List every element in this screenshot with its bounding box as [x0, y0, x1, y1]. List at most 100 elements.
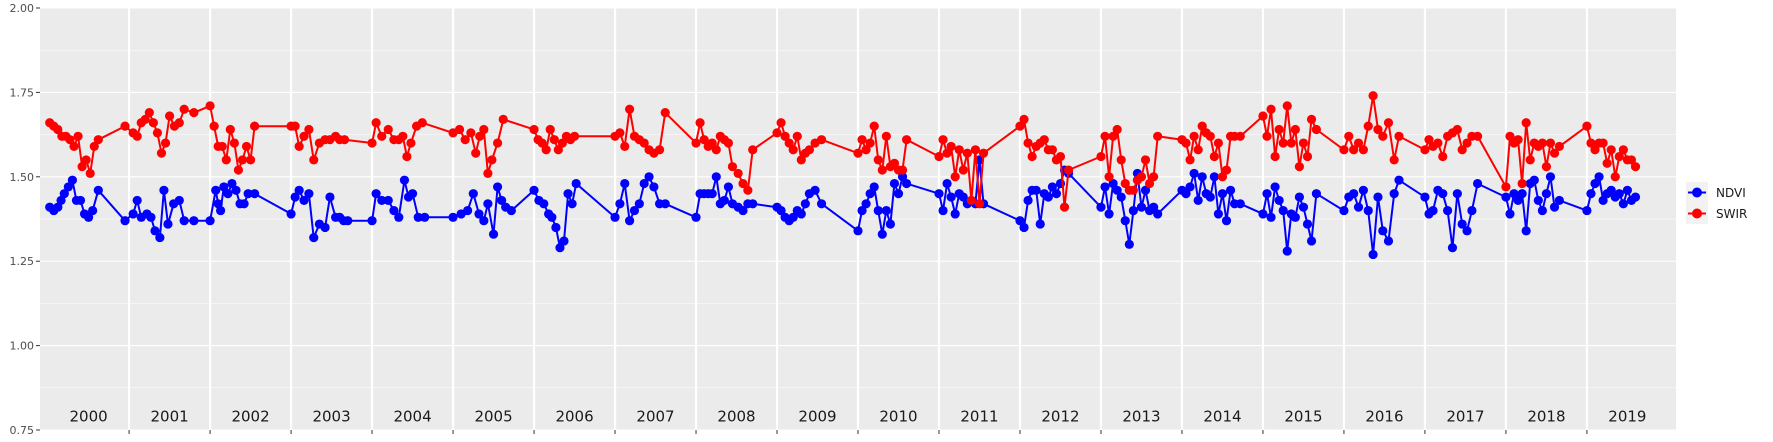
swir-point: [53, 124, 63, 135]
ndvi-point: [559, 236, 569, 246]
ndvi-point: [488, 229, 499, 239]
year-label: 2010: [879, 408, 917, 426]
swir-point: [727, 162, 738, 172]
swir-point: [339, 135, 350, 145]
swir-point: [309, 155, 319, 165]
swir-point: [695, 118, 705, 128]
y-tick-label: 2.00: [10, 2, 35, 15]
ndvi-point: [1019, 222, 1029, 233]
swir-point: [1630, 162, 1641, 172]
swir-point: [1205, 131, 1215, 141]
swir-point: [1027, 151, 1037, 162]
ndvi-point: [707, 189, 717, 199]
swir-point: [371, 118, 381, 128]
swir-point: [1059, 202, 1070, 212]
ndvi-point: [620, 178, 630, 189]
swir-series: [45, 91, 1641, 212]
swir-point: [69, 141, 79, 152]
swir-point: [1501, 182, 1511, 192]
ndvi-point: [67, 175, 77, 185]
swir-point: [1610, 172, 1620, 182]
swir-point: [869, 121, 879, 131]
ndvi-point: [155, 232, 165, 243]
ndvi-point: [738, 205, 748, 216]
swir-point: [475, 131, 485, 141]
year-label: 2019: [1608, 408, 1646, 426]
ndvi-point: [1521, 226, 1531, 236]
swir-point: [796, 155, 806, 165]
ndvi-point: [719, 195, 729, 206]
swir-point: [873, 155, 883, 165]
ndvi-point: [1368, 249, 1378, 260]
ndvi-point: [897, 172, 908, 182]
ndvi-point: [1358, 185, 1368, 195]
ndvi-point: [223, 189, 233, 199]
ndvi-point: [1606, 185, 1616, 195]
swir-point: [958, 165, 968, 175]
swir-point: [877, 165, 887, 175]
swir-point: [89, 141, 99, 152]
ndvi-point: [958, 192, 968, 202]
ndvi-point: [1513, 195, 1523, 206]
ndvi-point: [1235, 199, 1245, 209]
swir-point: [654, 145, 665, 155]
ndvi-point: [506, 205, 516, 216]
ndvi-point: [1213, 209, 1224, 219]
swir-point: [93, 135, 103, 145]
swir-point: [1541, 162, 1552, 172]
ndvi-point: [1302, 219, 1313, 229]
ndvi-point: [555, 243, 565, 253]
ndvi-point: [413, 212, 423, 222]
swir-point: [460, 135, 470, 145]
ndvi-point: [1282, 246, 1292, 256]
swir-point: [738, 178, 748, 189]
ndvi-point: [343, 216, 353, 226]
legend-item-swir: SWIR: [1686, 203, 1747, 224]
swir-point: [1433, 138, 1443, 148]
year-label: 2017: [1446, 408, 1484, 426]
swir-point: [1189, 131, 1199, 141]
swir-point: [1278, 138, 1288, 148]
year-label: 2012: [1041, 408, 1079, 426]
swir-point: [1339, 145, 1349, 155]
y-tick-label: 1.00: [10, 340, 35, 353]
ndvi-point: [1311, 189, 1322, 199]
swir-point: [816, 135, 827, 145]
ndvi-point: [1389, 189, 1399, 199]
y-tick-label: 1.75: [10, 86, 35, 99]
swir-point: [1149, 172, 1159, 182]
swir-point: [772, 128, 782, 138]
ndvi-point: [88, 205, 98, 216]
swir-point: [1047, 145, 1057, 155]
swir-point: [865, 138, 875, 148]
ndvi-point: [243, 189, 253, 199]
swir-point: [699, 135, 709, 145]
x-axis: [128, 430, 1588, 434]
year-label: 2007: [636, 408, 674, 426]
ndvi-point: [1298, 202, 1309, 212]
ndvi-point: [615, 199, 625, 209]
ndvi-point: [942, 178, 952, 189]
swir-point: [1513, 135, 1523, 145]
ndvi-point: [1533, 195, 1543, 206]
ndvi-point: [1104, 209, 1114, 219]
ndvi-point: [463, 205, 473, 216]
legend-label-ndvi: NDVI: [1716, 186, 1746, 200]
swir-point: [553, 145, 563, 155]
ndvi-point: [1221, 216, 1232, 226]
ndvi-point: [1149, 202, 1159, 212]
ndvi-point: [1529, 175, 1539, 185]
swir-point: [1373, 124, 1383, 135]
swir-point: [294, 141, 304, 152]
ndvi-point: [227, 178, 237, 189]
swir-point: [140, 114, 150, 125]
ndvi-point: [159, 185, 169, 195]
ndvi-series: [45, 155, 1641, 260]
legend-key-point: [1692, 208, 1702, 219]
year-label: 2009: [798, 408, 836, 426]
ndvi-point: [1290, 212, 1300, 222]
ndvi-point: [420, 212, 430, 222]
ndvi-point: [869, 182, 879, 192]
ndvi-point: [1339, 205, 1349, 216]
swir-point: [1193, 145, 1203, 155]
